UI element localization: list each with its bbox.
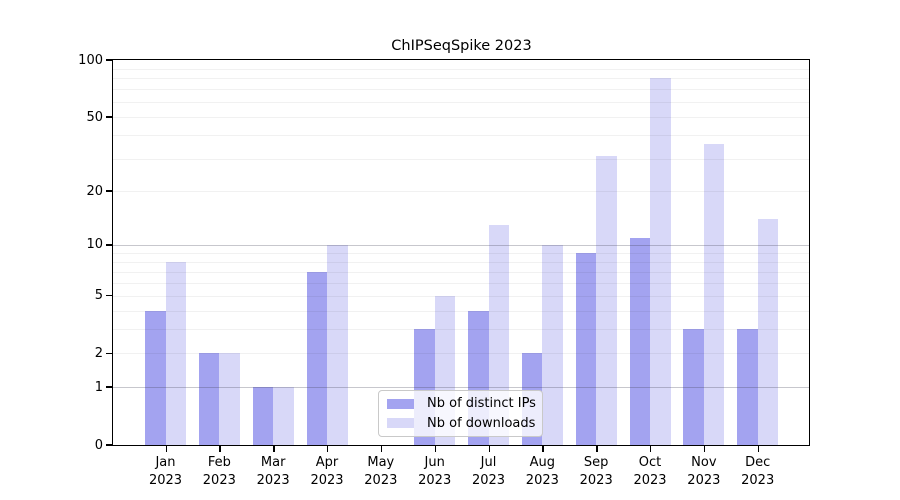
chart-title: ChIPSeqSpike 2023 xyxy=(391,38,532,54)
x-tick-label: Feb 2023 xyxy=(202,455,236,488)
bar-downloads-oct xyxy=(650,78,671,445)
x-tick-label: Dec 2023 xyxy=(741,455,775,488)
y-tick xyxy=(106,444,113,446)
x-tick-label: Sep 2023 xyxy=(579,455,613,488)
y-tick-label: 2 xyxy=(94,345,103,361)
gridline-minor xyxy=(113,158,810,160)
bar-ips-mar xyxy=(252,387,274,445)
legend-item-downloads: Nb of downloads xyxy=(385,416,536,431)
gridline-minor xyxy=(113,191,810,193)
x-tick xyxy=(327,446,329,452)
y-tick-label: 100 xyxy=(78,52,103,68)
legend: Nb of distinct IPs Nb of downloads xyxy=(378,390,543,437)
y-tick-label: 5 xyxy=(94,288,103,304)
x-tick xyxy=(703,446,706,452)
x-tick-label: Jul 2023 xyxy=(471,455,506,488)
bar-ips-feb xyxy=(198,353,220,445)
bar-downloads-jul xyxy=(488,224,509,445)
x-tick xyxy=(488,446,490,452)
y-tick xyxy=(106,244,113,246)
x-tick-label: Apr 2023 xyxy=(310,455,344,488)
y-tick xyxy=(106,386,113,388)
bar-ips-dec xyxy=(737,329,758,445)
bar-downloads-mar xyxy=(273,387,294,445)
bar-ips-oct xyxy=(629,237,650,445)
x-tick-label: Jun 2023 xyxy=(418,455,452,488)
y-tick xyxy=(106,59,113,61)
gridline-major xyxy=(113,387,810,389)
gridline-minor xyxy=(113,252,810,254)
x-tick xyxy=(380,446,383,452)
y-tick-label: 1 xyxy=(94,379,103,395)
y-tick xyxy=(106,294,113,297)
x-tick xyxy=(219,446,221,452)
bar-ips-apr xyxy=(306,271,327,445)
gridline-minor xyxy=(113,282,810,284)
gridline-minor xyxy=(113,261,810,263)
y-tick-label: 20 xyxy=(86,183,103,199)
x-tick-label: Aug 2023 xyxy=(525,455,559,488)
y-tick xyxy=(106,190,113,192)
gridline-minor xyxy=(113,353,810,355)
y-tick xyxy=(106,352,113,355)
legend-swatch-downloads xyxy=(387,418,414,429)
legend-item-distinct-ips: Nb of distinct IPs xyxy=(385,396,536,411)
legend-label-distinct-ips: Nb of distinct IPs xyxy=(427,396,536,412)
gridline-minor xyxy=(113,68,810,70)
x-tick-label: May 2023 xyxy=(364,455,398,488)
x-tick xyxy=(596,446,598,452)
bar-downloads-jan xyxy=(165,261,186,445)
bar-downloads-nov xyxy=(703,143,725,445)
gridline-major xyxy=(113,244,810,246)
y-tick-label: 0 xyxy=(94,437,103,453)
x-tick xyxy=(165,446,167,452)
gridline-minor xyxy=(113,271,810,273)
x-tick xyxy=(542,446,544,452)
x-tick xyxy=(273,446,275,452)
legend-label-downloads: Nb of downloads xyxy=(427,415,536,431)
gridline-minor xyxy=(113,329,810,331)
legend-swatch-distinct-ips xyxy=(387,398,414,409)
y-tick-label: 10 xyxy=(86,237,103,253)
x-tick-label: Oct 2023 xyxy=(633,455,667,488)
y-tick-label: 50 xyxy=(86,109,103,125)
x-tick-label: Jan 2023 xyxy=(148,455,183,488)
bar-downloads-dec xyxy=(757,219,779,445)
bar-ips-jan xyxy=(145,310,166,445)
x-tick xyxy=(650,446,652,452)
gridline-minor xyxy=(113,78,810,80)
x-tick xyxy=(434,446,437,452)
x-tick xyxy=(757,446,760,452)
bar-ips-nov xyxy=(683,329,704,445)
bar-ips-sep xyxy=(575,252,597,445)
gridline-minor xyxy=(113,117,810,118)
bar-downloads-aug xyxy=(542,244,563,445)
bar-downloads-apr xyxy=(327,244,348,445)
x-tick-label: Mar 2023 xyxy=(256,455,290,488)
gridline-minor xyxy=(113,295,810,297)
gridline-minor xyxy=(113,89,810,91)
bar-downloads-sep xyxy=(596,155,617,445)
y-tick xyxy=(106,116,113,118)
gridline-minor xyxy=(113,310,810,312)
gridline-minor xyxy=(113,102,810,104)
x-tick-label: Nov 2023 xyxy=(687,455,721,488)
bar-downloads-feb xyxy=(219,353,240,445)
gridline-minor xyxy=(113,135,810,137)
